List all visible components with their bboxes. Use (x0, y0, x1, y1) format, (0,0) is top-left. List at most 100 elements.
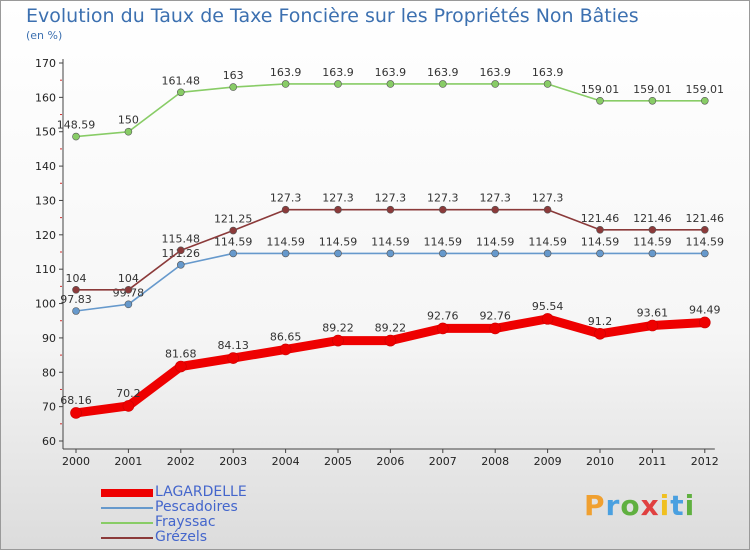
data-label: 163 (223, 69, 244, 82)
data-label: 92.76 (427, 309, 459, 322)
data-point (384, 334, 397, 347)
data-label: 163.9 (479, 66, 511, 79)
data-label: 115.48 (162, 232, 201, 245)
data-point (543, 249, 552, 258)
logo-letter: i (659, 489, 671, 522)
legend-swatch (101, 537, 153, 539)
data-label: 114.59 (371, 235, 410, 248)
data-point (648, 226, 657, 234)
logo-letter: P (584, 489, 606, 522)
x-tick-label: 2005 (324, 455, 352, 468)
data-label: 127.3 (479, 192, 511, 205)
data-point (281, 80, 290, 88)
data-point (698, 316, 711, 329)
data-point (279, 343, 292, 356)
legend-swatch (101, 522, 153, 524)
data-label: 104 (66, 272, 87, 285)
data-point (596, 249, 604, 258)
data-point (227, 352, 239, 364)
data-label: 150 (118, 114, 139, 127)
data-point (334, 80, 342, 88)
legend-label: Pescadoires (155, 499, 238, 515)
y-tick-label: 150 (35, 126, 56, 139)
x-tick-label: 2008 (481, 455, 509, 468)
data-label: 114.59 (319, 235, 358, 248)
data-point (334, 249, 342, 258)
data-label: 163.9 (427, 66, 459, 79)
y-tick-label: 80 (42, 366, 56, 379)
logo-letter: r (605, 489, 621, 522)
data-label: 121.46 (633, 212, 672, 225)
legend-label: Frayssac (155, 514, 216, 530)
data-label: 114.59 (266, 235, 305, 248)
logo-letter: x (640, 489, 660, 522)
x-tick-label: 2004 (272, 455, 300, 468)
data-label: 163.9 (375, 66, 407, 79)
data-label: 163.9 (322, 66, 354, 79)
data-point (541, 313, 554, 325)
legend-swatch (101, 489, 153, 497)
data-point (70, 407, 82, 419)
data-point (700, 96, 709, 105)
data-label: 114.59 (424, 235, 463, 248)
data-point (438, 80, 447, 88)
y-tick-label: 130 (35, 194, 56, 207)
x-tick-label: 2012 (691, 455, 719, 468)
data-point (332, 334, 344, 347)
data-label: 70.2 (116, 387, 141, 400)
data-point (122, 400, 135, 412)
data-point (596, 226, 604, 234)
y-tick-label: 60 (42, 435, 56, 448)
data-label: 121.25 (214, 213, 253, 226)
data-point (175, 360, 187, 373)
data-label: 159.01 (633, 83, 672, 96)
data-point (72, 132, 80, 141)
data-point (229, 249, 237, 258)
legend-label: LAGARDELLE (155, 484, 247, 500)
x-tick-label: 2011 (638, 455, 666, 468)
data-point (72, 285, 80, 294)
y-tick-label: 170 (35, 57, 56, 70)
data-label: 94.49 (689, 303, 721, 316)
y-tick-label: 70 (42, 401, 56, 414)
x-tick-label: 2010 (586, 455, 614, 468)
data-point (491, 80, 500, 88)
x-tick-label: 2006 (376, 455, 404, 468)
series-line-pescadoires (75, 252, 706, 312)
x-tick-label: 2009 (534, 455, 562, 468)
data-label: 97.83 (60, 293, 92, 306)
logo-letter: i (684, 489, 696, 522)
data-label: 127.3 (375, 192, 407, 205)
data-label: 114.59 (476, 235, 515, 248)
data-point (281, 249, 290, 258)
x-tick-label: 2007 (429, 455, 457, 468)
unit-label: (en %) (26, 29, 63, 42)
data-point (438, 249, 447, 258)
data-point (648, 96, 657, 105)
data-label: 161.48 (162, 74, 201, 87)
logo-letter: o (620, 489, 641, 522)
data-point (386, 249, 395, 258)
x-tick-label: 2001 (114, 455, 142, 468)
data-label: 148.59 (57, 119, 96, 132)
data-point (177, 261, 185, 269)
data-label: 127.3 (427, 192, 459, 205)
data-label: 114.59 (633, 235, 672, 248)
y-tick-label: 160 (35, 91, 56, 104)
data-label: 93.61 (637, 307, 669, 320)
data-point (281, 205, 290, 214)
x-tick-label: 2000 (62, 455, 90, 468)
data-point (124, 285, 133, 294)
data-point (334, 205, 342, 214)
data-label: 121.46 (686, 212, 725, 225)
data-point (177, 246, 185, 255)
y-tick-label: 120 (35, 229, 56, 242)
data-point (543, 205, 552, 214)
data-label: 159.01 (686, 83, 725, 96)
data-label: 114.59 (686, 235, 725, 248)
x-tick-label: 2003 (219, 455, 247, 468)
data-label: 81.68 (165, 347, 197, 360)
y-tick-label: 140 (35, 160, 56, 173)
